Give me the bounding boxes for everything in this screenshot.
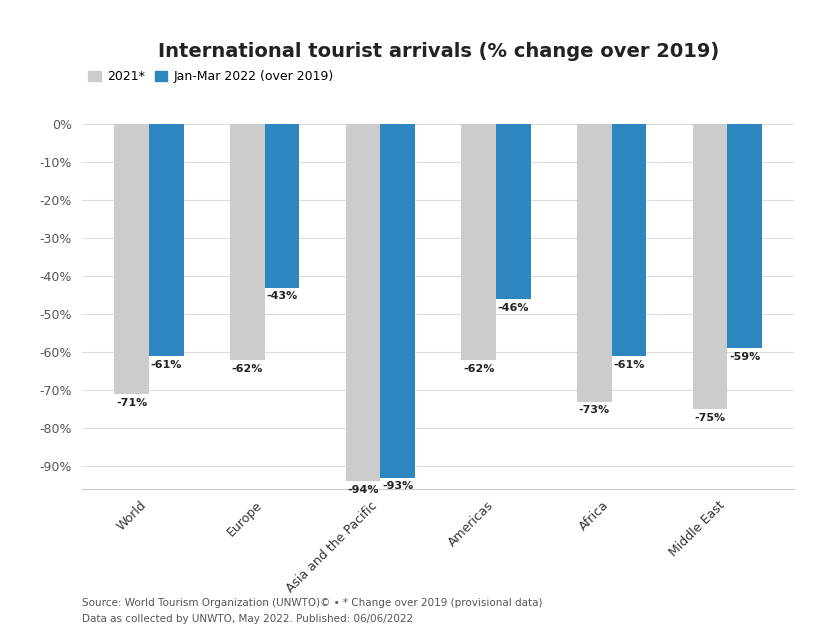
Bar [727, 124, 762, 349]
Bar [380, 124, 415, 478]
Bar [461, 124, 496, 360]
Text: -75%: -75% [695, 413, 726, 423]
Text: -71%: -71% [116, 398, 147, 408]
Bar [693, 124, 727, 409]
Text: -61%: -61% [613, 360, 645, 370]
Bar [612, 124, 646, 356]
Text: -73%: -73% [579, 406, 610, 416]
Text: -93%: -93% [382, 482, 414, 492]
Title: International tourist arrivals (% change over 2019): International tourist arrivals (% change… [157, 42, 719, 61]
Text: -62%: -62% [232, 364, 263, 374]
Bar [230, 124, 265, 360]
Legend: 2021*, Jan-Mar 2022 (over 2019): 2021*, Jan-Mar 2022 (over 2019) [88, 70, 334, 83]
Text: -94%: -94% [347, 485, 378, 495]
Bar [577, 124, 612, 402]
Bar [115, 124, 149, 394]
Text: Source: World Tourism Organization (UNWTO)© • * Change over 2019 (provisional da: Source: World Tourism Organization (UNWT… [82, 598, 542, 608]
Bar [496, 124, 531, 299]
Bar [149, 124, 183, 356]
Text: Data as collected by UNWTO, May 2022. Published: 06/06/2022: Data as collected by UNWTO, May 2022. Pu… [82, 614, 413, 624]
Text: -59%: -59% [729, 352, 760, 362]
Text: -46%: -46% [498, 303, 529, 313]
Text: -43%: -43% [266, 292, 297, 302]
Bar [265, 124, 300, 288]
Text: -62%: -62% [463, 364, 495, 374]
Bar [346, 124, 380, 482]
Text: -61%: -61% [151, 360, 182, 370]
